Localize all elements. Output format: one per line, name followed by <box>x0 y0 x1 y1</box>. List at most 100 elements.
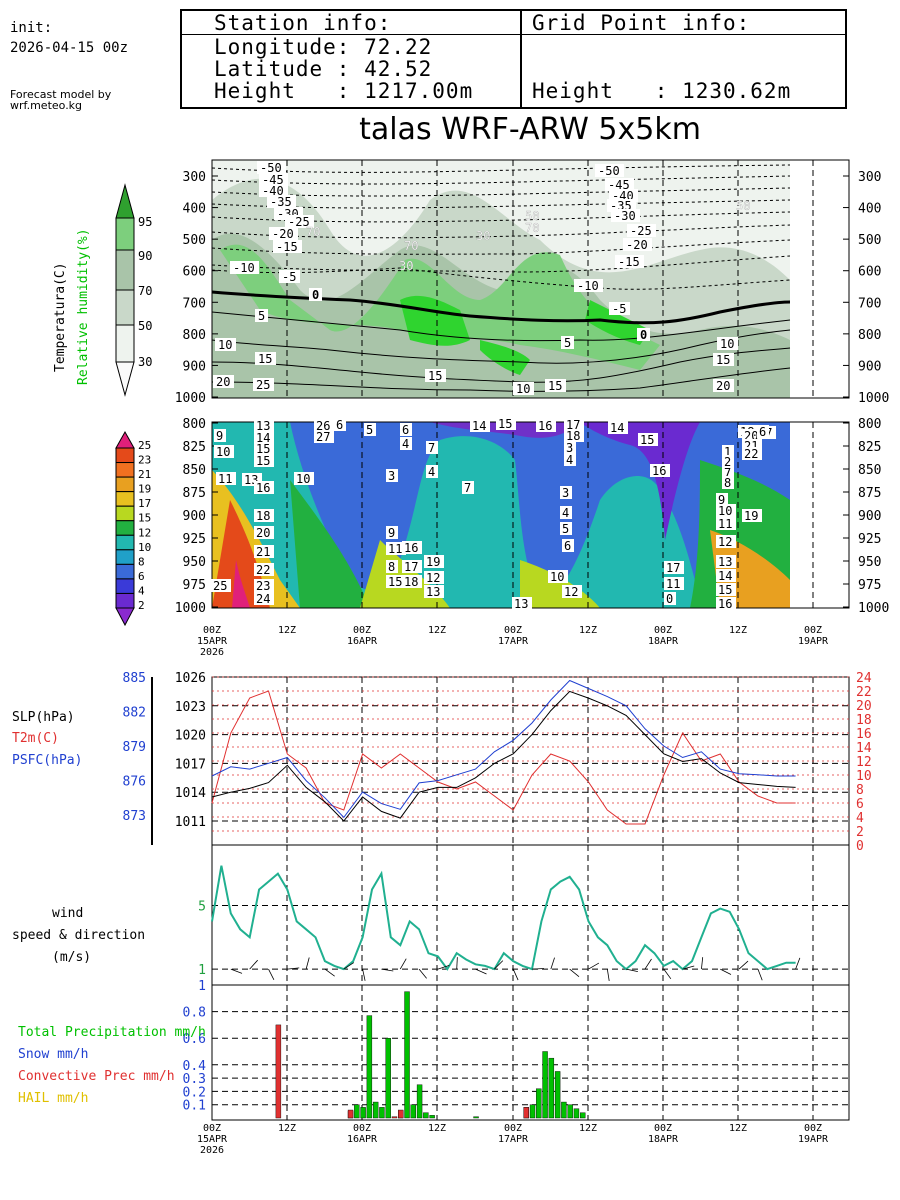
contour-label: 12 <box>718 535 732 549</box>
contour-label: 10 <box>550 570 564 584</box>
temp-label-bg <box>259 184 288 197</box>
time-hour-label: 00Z <box>654 1123 672 1134</box>
t2m-tick: 24 <box>856 671 872 686</box>
contour-label: 16 <box>538 419 552 433</box>
contour-label: 6 <box>402 423 409 437</box>
low-tick-left: 975 <box>183 578 206 593</box>
temp-legend-bottom-arrow <box>115 607 135 627</box>
contour-label-bg <box>560 486 572 499</box>
contour-label-bg <box>386 526 398 539</box>
temp-label: -10 <box>577 279 599 293</box>
slp-legend-label: SLP(hPa) <box>12 710 75 725</box>
contour-label-bg <box>664 561 684 574</box>
contour-label: 6 <box>759 425 766 439</box>
wind-ticks: 51 <box>198 899 206 978</box>
grid-info-title: Grid Point info: <box>532 11 751 35</box>
temp-label: 20 <box>216 375 230 389</box>
contour-label-bg <box>254 509 274 522</box>
precip-total-bar <box>379 1107 385 1119</box>
temp-label: 10 <box>218 338 232 352</box>
contour-label: 22 <box>256 563 270 577</box>
time-hour-label: 12Z <box>729 625 747 636</box>
temp-label-bg <box>513 382 534 395</box>
wind-barb <box>626 968 638 972</box>
temp-label: -20 <box>626 238 648 252</box>
temp-legend-swatch <box>115 447 135 464</box>
rh-legend-label: 95 <box>138 215 152 229</box>
low-tick-left: 900 <box>183 509 206 524</box>
temp-label-bg <box>713 379 734 392</box>
rh-legend-swatch <box>115 324 135 363</box>
contour-label-bg <box>386 575 406 588</box>
time-hour-label: 00Z <box>504 625 522 636</box>
contour-label: 19 <box>426 555 440 569</box>
contour-label-bg <box>716 583 736 596</box>
contour-label-bg <box>254 431 274 444</box>
t2m-tick: 12 <box>856 755 872 770</box>
contour-label: 3 <box>562 486 569 500</box>
t2m-tick: 18 <box>856 713 872 728</box>
temp-27-area <box>232 560 250 608</box>
grid-height: Height : 1230.62m <box>532 79 792 103</box>
upper-tick-left: 600 <box>183 265 206 280</box>
contour-label-bg <box>214 429 226 442</box>
temp-15-area-1 <box>290 480 370 608</box>
slp-tick: 1011 <box>175 815 206 830</box>
contour-label: 14 <box>718 569 732 583</box>
contour-label: 20 <box>256 526 270 540</box>
contour-label: 10 <box>296 472 310 486</box>
temp-legend-label: 2 <box>138 599 145 612</box>
temp-label-bg <box>627 224 656 237</box>
temp-label-bg <box>611 209 640 222</box>
station-height: Height : 1217.00m <box>214 79 474 103</box>
time-hour-label: 12Z <box>428 1123 446 1134</box>
wind-speed-line <box>211 865 796 971</box>
contour-label: 18 <box>404 575 418 589</box>
contour-label-bg <box>386 560 398 573</box>
low-tick-left: 825 <box>183 440 206 455</box>
temp-label: -50 <box>598 164 620 178</box>
station-info-box: Station info: Grid Point info: Longitude… <box>180 9 847 109</box>
temp-label: -25 <box>288 215 310 229</box>
contour-label-bg <box>496 417 516 430</box>
low-tick-right: 1000 <box>858 601 889 616</box>
temp-label-bg <box>574 279 603 292</box>
pressure-grid <box>212 676 849 846</box>
temp-legend-label: 10 <box>138 541 151 554</box>
rh-label: 70 <box>404 239 418 253</box>
contour-label: 18 <box>256 509 270 523</box>
rh-legend-swatch <box>115 217 135 251</box>
wind-barb <box>701 957 704 970</box>
time-hour-label: 00Z <box>654 625 672 636</box>
precip-total-bar <box>567 1104 573 1119</box>
slp-tick: 1026 <box>175 671 206 686</box>
contour-label: 11 <box>388 542 402 556</box>
temp-legend-swatch <box>115 476 135 493</box>
wind-barb <box>381 968 394 972</box>
rh-axis-label: Relative humidity(%) <box>76 228 91 385</box>
time-date-label: 17APR <box>498 636 529 647</box>
wind-barb <box>512 968 519 981</box>
upper-tick-left: 800 <box>183 328 206 343</box>
temp-label: 0 <box>312 288 319 302</box>
contour-label-bg <box>214 445 234 458</box>
upper-tick-right: 800 <box>858 328 881 343</box>
temp-label-bg <box>609 189 638 202</box>
low-tick-right: 825 <box>858 440 881 455</box>
time-hour-label: 00Z <box>804 625 822 636</box>
credit-line-1: Forecast model by <box>10 88 112 101</box>
wind-barb <box>644 958 652 970</box>
upper-panel-frame <box>211 159 850 399</box>
temp-legend-swatch <box>115 592 135 609</box>
precip-conv-bar <box>398 1109 404 1119</box>
precip-total-bar <box>423 1112 429 1119</box>
contour-label-bg <box>757 425 769 438</box>
contour-label-bg <box>716 555 736 568</box>
temp-legend-label: 21 <box>138 468 151 481</box>
contour-label: 15 <box>498 417 512 431</box>
temp-label: 15 <box>428 369 442 383</box>
contour-label: 13 <box>514 597 528 611</box>
temp-label: -10 <box>233 261 255 275</box>
